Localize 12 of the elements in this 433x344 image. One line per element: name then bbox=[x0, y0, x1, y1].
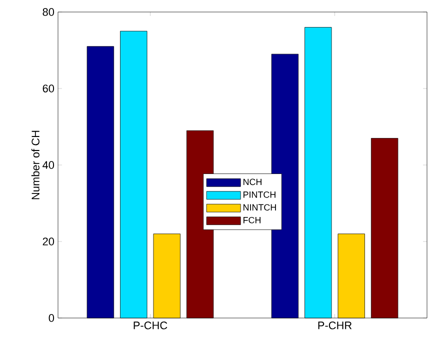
y-axis-title: Number of CH bbox=[31, 130, 40, 200]
legend-label: NINTCH bbox=[244, 204, 276, 211]
y-tick-label: 0 bbox=[48, 314, 54, 322]
x-tick-label: P-CHR bbox=[318, 322, 352, 330]
y-tick-label: 60 bbox=[42, 84, 54, 92]
x-tick-label: P-CHC bbox=[134, 322, 168, 330]
legend-label: NCH bbox=[244, 178, 262, 186]
legend-label: PINTCH bbox=[244, 191, 276, 198]
y-tick-label: 80 bbox=[42, 8, 54, 16]
y-tick-label: 20 bbox=[42, 238, 54, 246]
y-tick-label: 40 bbox=[42, 161, 54, 169]
legend-label: FCH bbox=[244, 216, 260, 224]
